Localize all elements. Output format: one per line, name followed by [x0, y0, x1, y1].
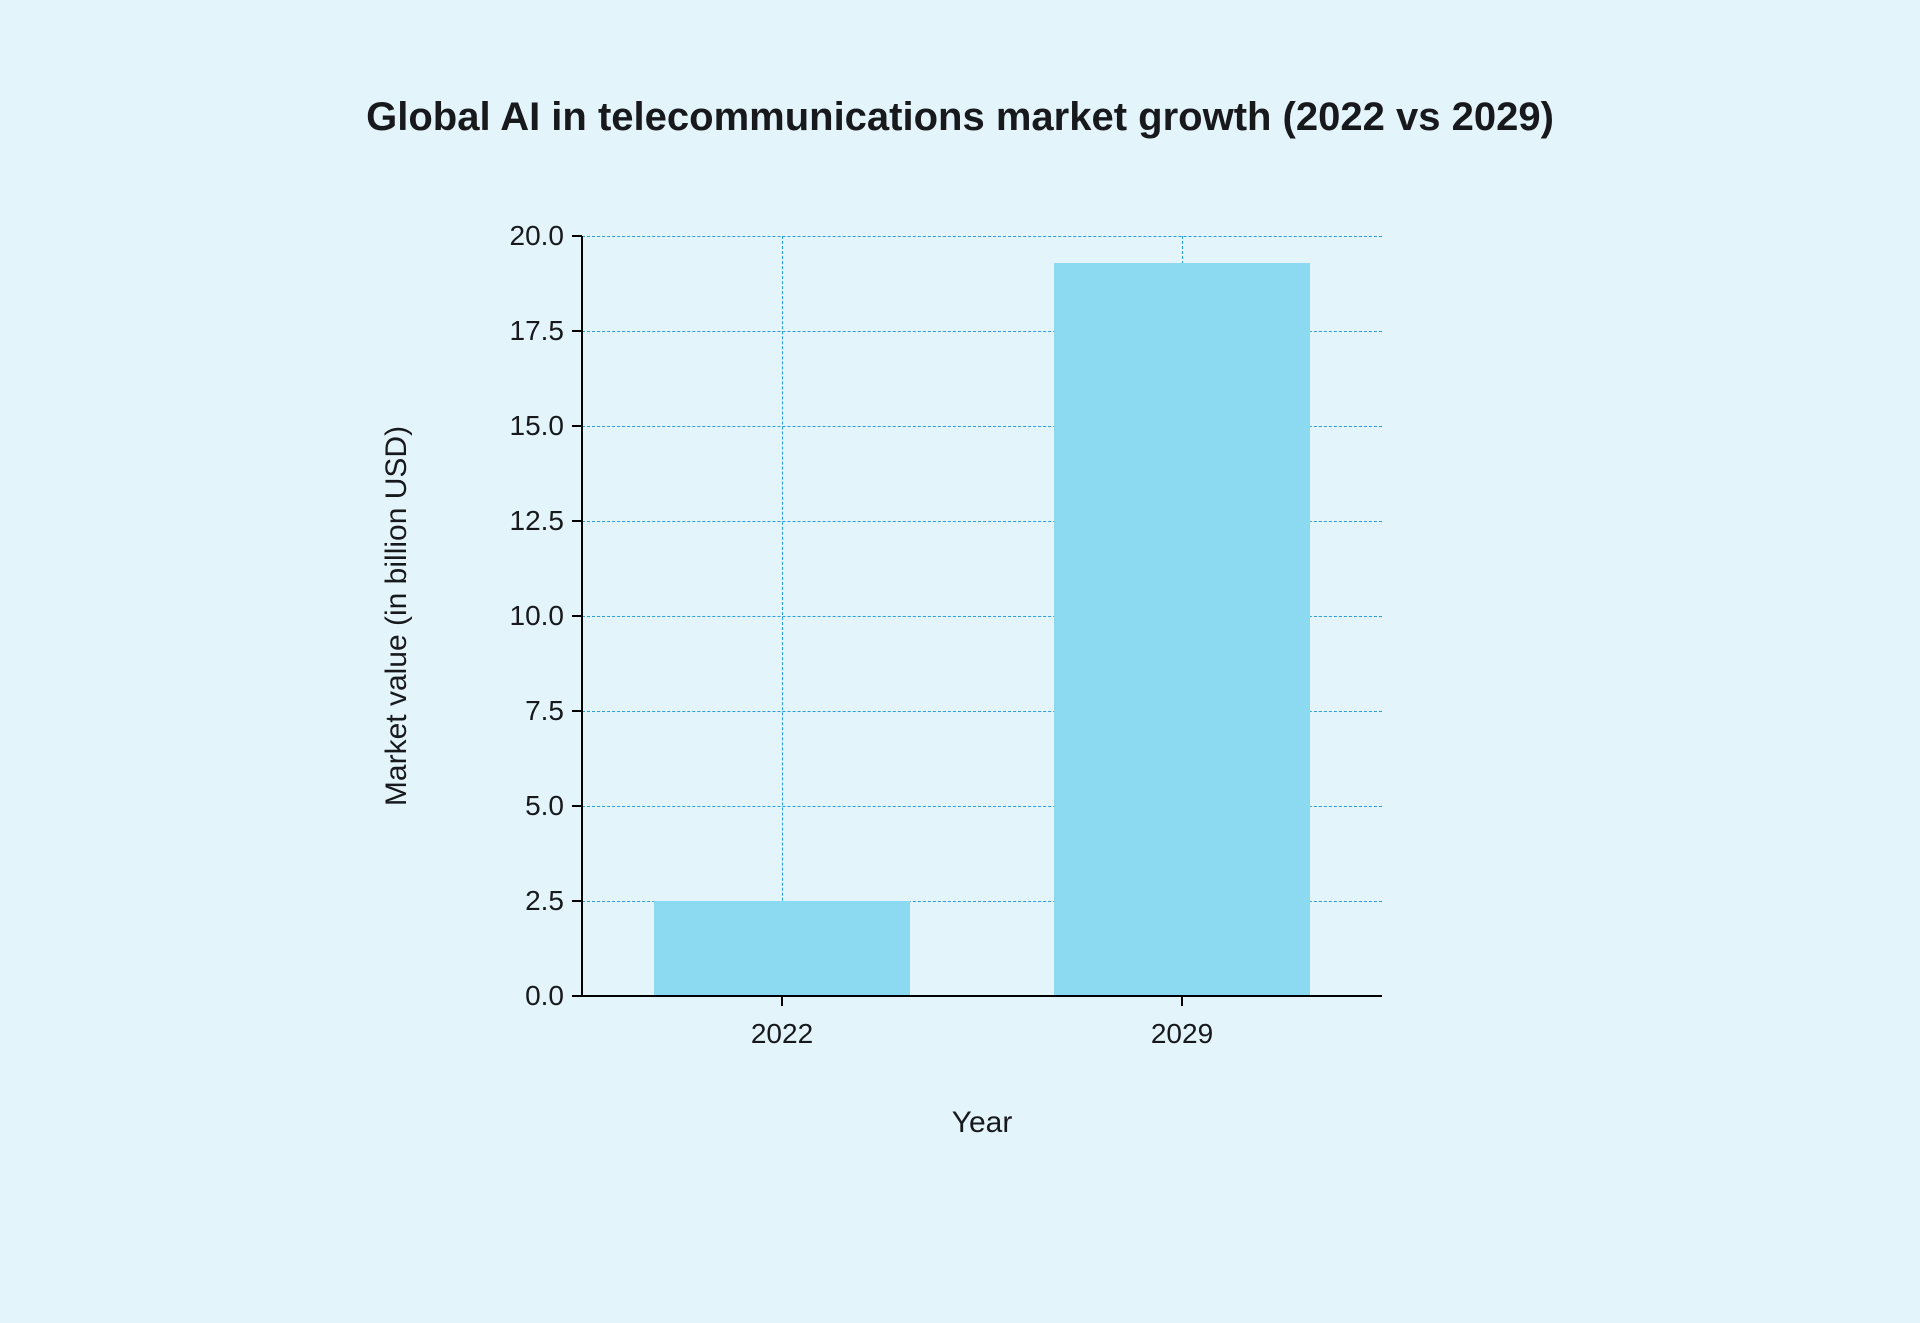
y-tick-mark	[572, 995, 582, 997]
y-tick-label: 0.0	[464, 980, 564, 1012]
x-tick-mark	[781, 996, 783, 1006]
y-tick-label: 15.0	[464, 410, 564, 442]
x-tick-label: 2029	[1151, 1018, 1213, 1050]
y-tick-mark	[572, 425, 582, 427]
x-tick-label: 2022	[751, 1018, 813, 1050]
y-tick-label: 17.5	[464, 315, 564, 347]
x-tick-mark	[1181, 996, 1183, 1006]
y-tick-label: 2.5	[464, 885, 564, 917]
y-tick-label: 20.0	[464, 220, 564, 252]
x-axis-line	[581, 995, 1382, 997]
y-tick-mark	[572, 520, 582, 522]
y-tick-mark	[572, 330, 582, 332]
y-tick-label: 5.0	[464, 790, 564, 822]
y-tick-label: 12.5	[464, 505, 564, 537]
chart-canvas: Global AI in telecommunications market g…	[0, 0, 1920, 1323]
gridline-horizontal	[582, 236, 1382, 237]
bar-2022	[654, 901, 910, 996]
x-axis-title: Year	[952, 1106, 1013, 1140]
y-axis-title: Market value (in billion USD)	[380, 426, 414, 806]
plot-area	[582, 236, 1382, 996]
y-tick-mark	[572, 805, 582, 807]
chart-title: Global AI in telecommunications market g…	[0, 95, 1920, 140]
bar-2029	[1054, 263, 1310, 996]
y-tick-mark	[572, 235, 582, 237]
y-tick-label: 7.5	[464, 695, 564, 727]
y-tick-mark	[572, 615, 582, 617]
y-tick-mark	[572, 900, 582, 902]
gridline-vertical	[782, 236, 783, 996]
y-tick-label: 10.0	[464, 600, 564, 632]
y-tick-mark	[572, 710, 582, 712]
